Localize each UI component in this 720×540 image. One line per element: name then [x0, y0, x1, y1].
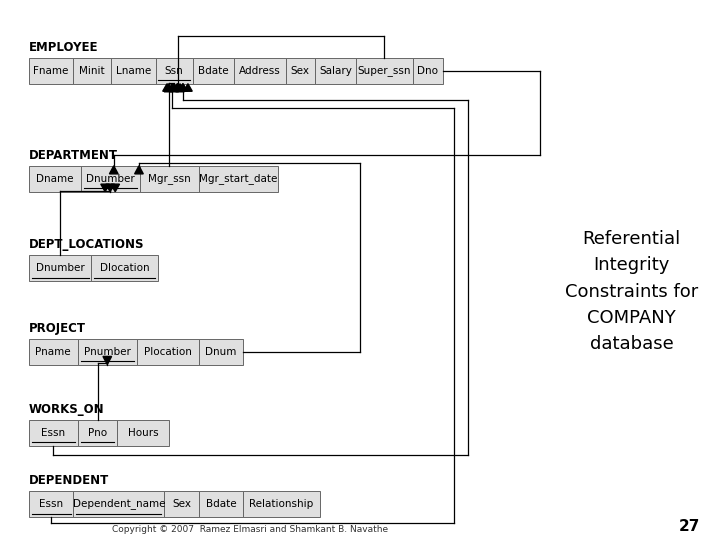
- Text: Referential
Integrity
Constraints for
COMPANY
database: Referential Integrity Constraints for CO…: [565, 230, 698, 353]
- Text: Bdate: Bdate: [206, 499, 236, 509]
- Text: DEPT_LOCATIONS: DEPT_LOCATIONS: [29, 238, 144, 251]
- Polygon shape: [174, 84, 182, 91]
- Bar: [117, 420, 169, 446]
- Text: Fname: Fname: [33, 66, 69, 76]
- Polygon shape: [109, 166, 118, 174]
- Polygon shape: [101, 184, 109, 192]
- Text: Relationship: Relationship: [249, 499, 314, 509]
- Text: Mgr_start_date: Mgr_start_date: [199, 173, 277, 184]
- Text: Dname: Dname: [36, 174, 73, 184]
- Text: Lname: Lname: [116, 66, 150, 76]
- Text: Pnumber: Pnumber: [84, 347, 131, 356]
- Bar: [234, 58, 286, 84]
- Text: Copyright © 2007  Ramez Elmasri and Shamkant B. Navathe: Copyright © 2007 Ramez Elmasri and Shamk…: [112, 524, 388, 534]
- Bar: [78, 339, 137, 364]
- Bar: [29, 491, 73, 517]
- Text: Sex: Sex: [172, 499, 191, 509]
- Polygon shape: [170, 84, 179, 92]
- Bar: [413, 58, 443, 84]
- Bar: [286, 58, 315, 84]
- Polygon shape: [163, 84, 171, 91]
- Bar: [81, 166, 140, 192]
- Bar: [199, 166, 278, 192]
- Text: Pno: Pno: [88, 428, 107, 437]
- Text: Ssn: Ssn: [165, 66, 184, 76]
- Bar: [199, 491, 243, 517]
- Polygon shape: [168, 84, 177, 91]
- Text: Essn: Essn: [41, 428, 66, 437]
- Polygon shape: [164, 84, 173, 92]
- Text: Dependent_name: Dependent_name: [73, 498, 165, 509]
- Text: EMPLOYEE: EMPLOYEE: [29, 41, 99, 54]
- Polygon shape: [106, 184, 114, 192]
- Text: Pname: Pname: [35, 347, 71, 356]
- Text: Dno: Dno: [417, 66, 438, 76]
- Bar: [193, 58, 234, 84]
- Bar: [29, 255, 91, 281]
- Text: Salary: Salary: [319, 66, 352, 76]
- Text: Essn: Essn: [39, 499, 63, 509]
- Bar: [29, 339, 78, 364]
- Text: Mgr_ssn: Mgr_ssn: [148, 173, 191, 184]
- Polygon shape: [174, 84, 182, 91]
- Text: Dlocation: Dlocation: [100, 263, 149, 273]
- Text: Sex: Sex: [291, 66, 310, 76]
- Bar: [29, 58, 73, 84]
- Polygon shape: [135, 166, 143, 174]
- Polygon shape: [179, 84, 187, 91]
- Text: WORKS_ON: WORKS_ON: [29, 403, 104, 416]
- Bar: [29, 420, 78, 446]
- Text: Hours: Hours: [128, 428, 158, 437]
- Text: Dnumber: Dnumber: [86, 174, 135, 184]
- Text: Minit: Minit: [79, 66, 105, 76]
- Bar: [315, 58, 356, 84]
- Polygon shape: [184, 84, 192, 91]
- Bar: [156, 58, 193, 84]
- Bar: [199, 339, 243, 364]
- Polygon shape: [103, 356, 112, 365]
- Text: PROJECT: PROJECT: [29, 322, 86, 335]
- Text: DEPARTMENT: DEPARTMENT: [29, 149, 118, 162]
- Bar: [78, 420, 117, 446]
- Text: DEPENDENT: DEPENDENT: [29, 474, 109, 487]
- Bar: [243, 491, 320, 517]
- Polygon shape: [179, 84, 187, 91]
- Text: Plocation: Plocation: [144, 347, 192, 356]
- Bar: [91, 255, 158, 281]
- Bar: [356, 58, 413, 84]
- Text: 27: 27: [678, 518, 700, 534]
- Bar: [73, 58, 111, 84]
- Text: Super_ssn: Super_ssn: [358, 65, 411, 76]
- Text: Dnumber: Dnumber: [36, 263, 84, 273]
- Bar: [137, 339, 199, 364]
- Text: Dnum: Dnum: [205, 347, 237, 356]
- Bar: [29, 166, 81, 192]
- Polygon shape: [168, 84, 176, 91]
- Polygon shape: [111, 184, 120, 192]
- Text: Bdate: Bdate: [198, 66, 229, 76]
- Bar: [140, 166, 199, 192]
- Bar: [164, 491, 199, 517]
- Bar: [73, 491, 164, 517]
- Text: Address: Address: [239, 66, 281, 76]
- Bar: [111, 58, 156, 84]
- Polygon shape: [173, 84, 181, 91]
- Polygon shape: [176, 84, 184, 92]
